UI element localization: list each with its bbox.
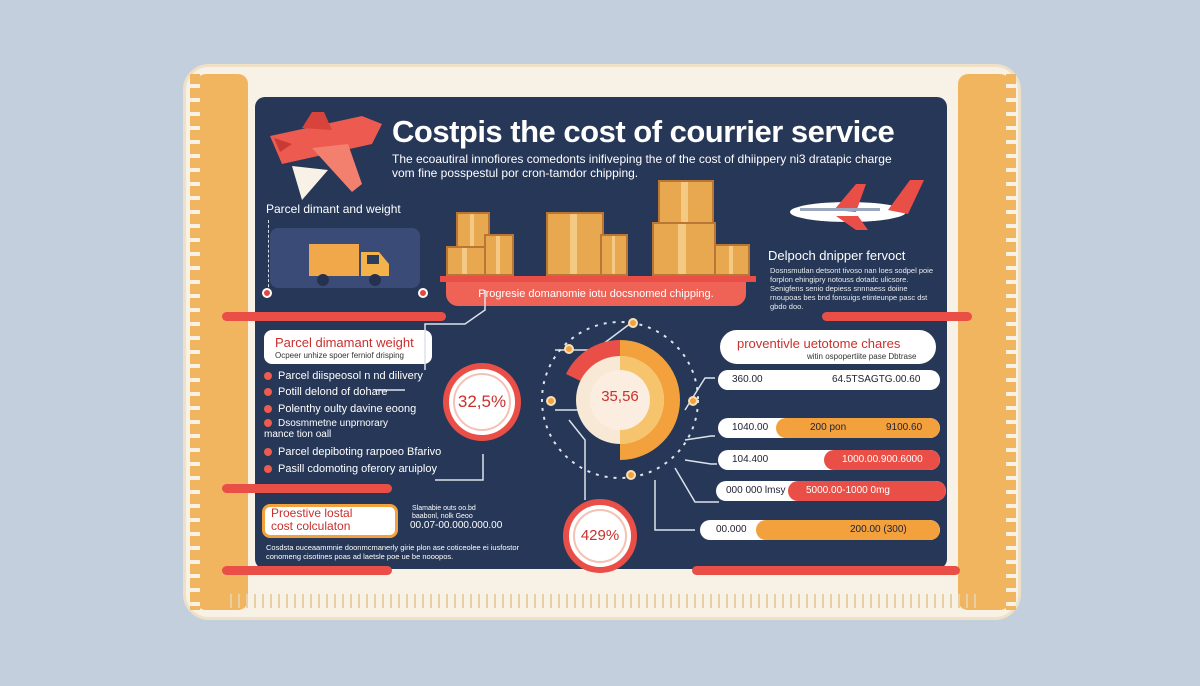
list-item: Polenthy oulty davine eoong [264,403,416,415]
decor-bar [822,312,972,321]
parcel-box-icon [600,234,628,276]
parcel-box-icon [658,180,714,224]
cost-bar-right: 64.5TSAGTG.00.60 [832,374,921,385]
card-charges-subtitle: witin ospopertiite pase Dbtrase [807,352,917,361]
parcel-box-icon [446,246,486,276]
airplane-icon [790,180,924,230]
postal-value: 00.07-00.000.000.00 [410,520,503,531]
parcel-box-icon [546,212,604,276]
marker-dot [564,344,574,354]
decor-bar [222,312,446,321]
decor-bar [222,566,392,575]
stat-center-value: 35,56 [601,388,639,405]
cost-bar-right: 5000.00-1000 0mg [806,485,890,496]
cost-bar-fill [776,418,940,438]
card-weight: Parcel dimamant weight Ocpeer unhize spo… [264,330,432,364]
cost-bar-right: 9100.60 [886,422,923,433]
stat-ring-bottom [563,499,637,573]
section-depot-title: Delpoch dnipper fervoct [768,248,906,263]
cost-bar-row: 360.00 64.5TSAGTG.00.60 [718,370,940,390]
list-item: Parcel depiboting rarpoeo Bfarivo [264,446,441,458]
cost-bar-left: 1040.00 [732,422,769,433]
parcel-box-icon [484,234,514,276]
list-item: Dsosmmetne unprnorary mance tion oall [264,418,389,440]
stat-ring-left [443,363,521,441]
card-postal: Proestive lostal cost colculaton [262,504,398,538]
footer-text: Cosdsta ouceaammnie doonmcmanerly girie … [266,543,520,561]
cost-bar-row: 00.000 200.00 (300) [700,520,940,540]
airplane-icon [270,112,382,200]
cost-bar-fill [756,520,940,540]
list-item: Potill delond of dohare [264,386,387,398]
list-item: Parcel diispeosol n nd dilivery [264,370,423,382]
page-subtitle: The ecoautiral innofiores comedonts inif… [392,152,892,180]
marker-dot [262,288,272,298]
cost-bar-left: 000 000 lmsy [726,485,786,496]
connector-line [268,220,269,292]
marker-dot [626,470,636,480]
page-title: Costpis the cost of courrier service [392,114,895,149]
card-charges: proventivle uetotome chares witin ospope… [720,330,936,364]
postal-note: Slamabie outs oo.bd baabonl, nolk Geoo [412,505,476,520]
cost-bar-row: 000 000 lmsy 5000.00-1000 0mg [716,481,946,501]
cost-bar-right: 1000.00.900.6000 [842,454,923,465]
marker-dot [546,396,556,406]
right-decor-strip [958,74,1016,610]
donut-chart [541,321,699,479]
shipping-banner: Progresie domanomie iotu docsnomed chipp… [446,282,746,306]
ruler-decor [230,594,978,608]
cost-bar-left: 360.00 [732,374,763,385]
parcel-box-icon [714,244,750,276]
marker-dot [628,318,638,328]
cost-bar-fill [824,450,940,470]
cost-bar-fill [718,370,856,390]
card-weight-subtitle: Ocpeer unhize spoer ferniof drisping [275,351,404,360]
shelf-bar [440,276,756,282]
list-item: Pasill cdomoting oferory aruiploy [264,463,437,475]
marker-dot [418,288,428,298]
marker-dot [688,396,698,406]
left-decor-strip [190,74,248,610]
cost-bar-row: 104.400 1000.00.900.6000 [718,450,940,470]
card-postal-title: Proestive lostal cost colculaton [271,506,353,533]
cost-bar-left: 104.400 [732,454,769,465]
cost-bar-middle: 200 pon [810,422,847,433]
depot-description: Dosnsmutlan detsont tivoso nan loes sodp… [770,266,934,311]
decor-bar [222,484,392,493]
card-weight-title: Parcel dimamant weight [275,335,414,350]
stat-left-value: 32,5% [457,392,507,411]
cost-bar-fill [788,481,946,501]
decor-bar [692,566,960,575]
section-parcel-label: Parcel dimant and weight [266,202,401,216]
cost-bar-left: 00.000 [716,524,747,535]
cost-bar-row: 1040.00 200 pon 9100.60 [718,418,940,438]
stat-bottom-value: 429% [580,527,620,544]
parcel-box-icon [652,222,716,276]
cost-bar-right: 200.00 (300) [850,524,907,535]
card-charges-title: proventivle uetotome chares [737,336,901,351]
truck-icon [309,244,389,286]
